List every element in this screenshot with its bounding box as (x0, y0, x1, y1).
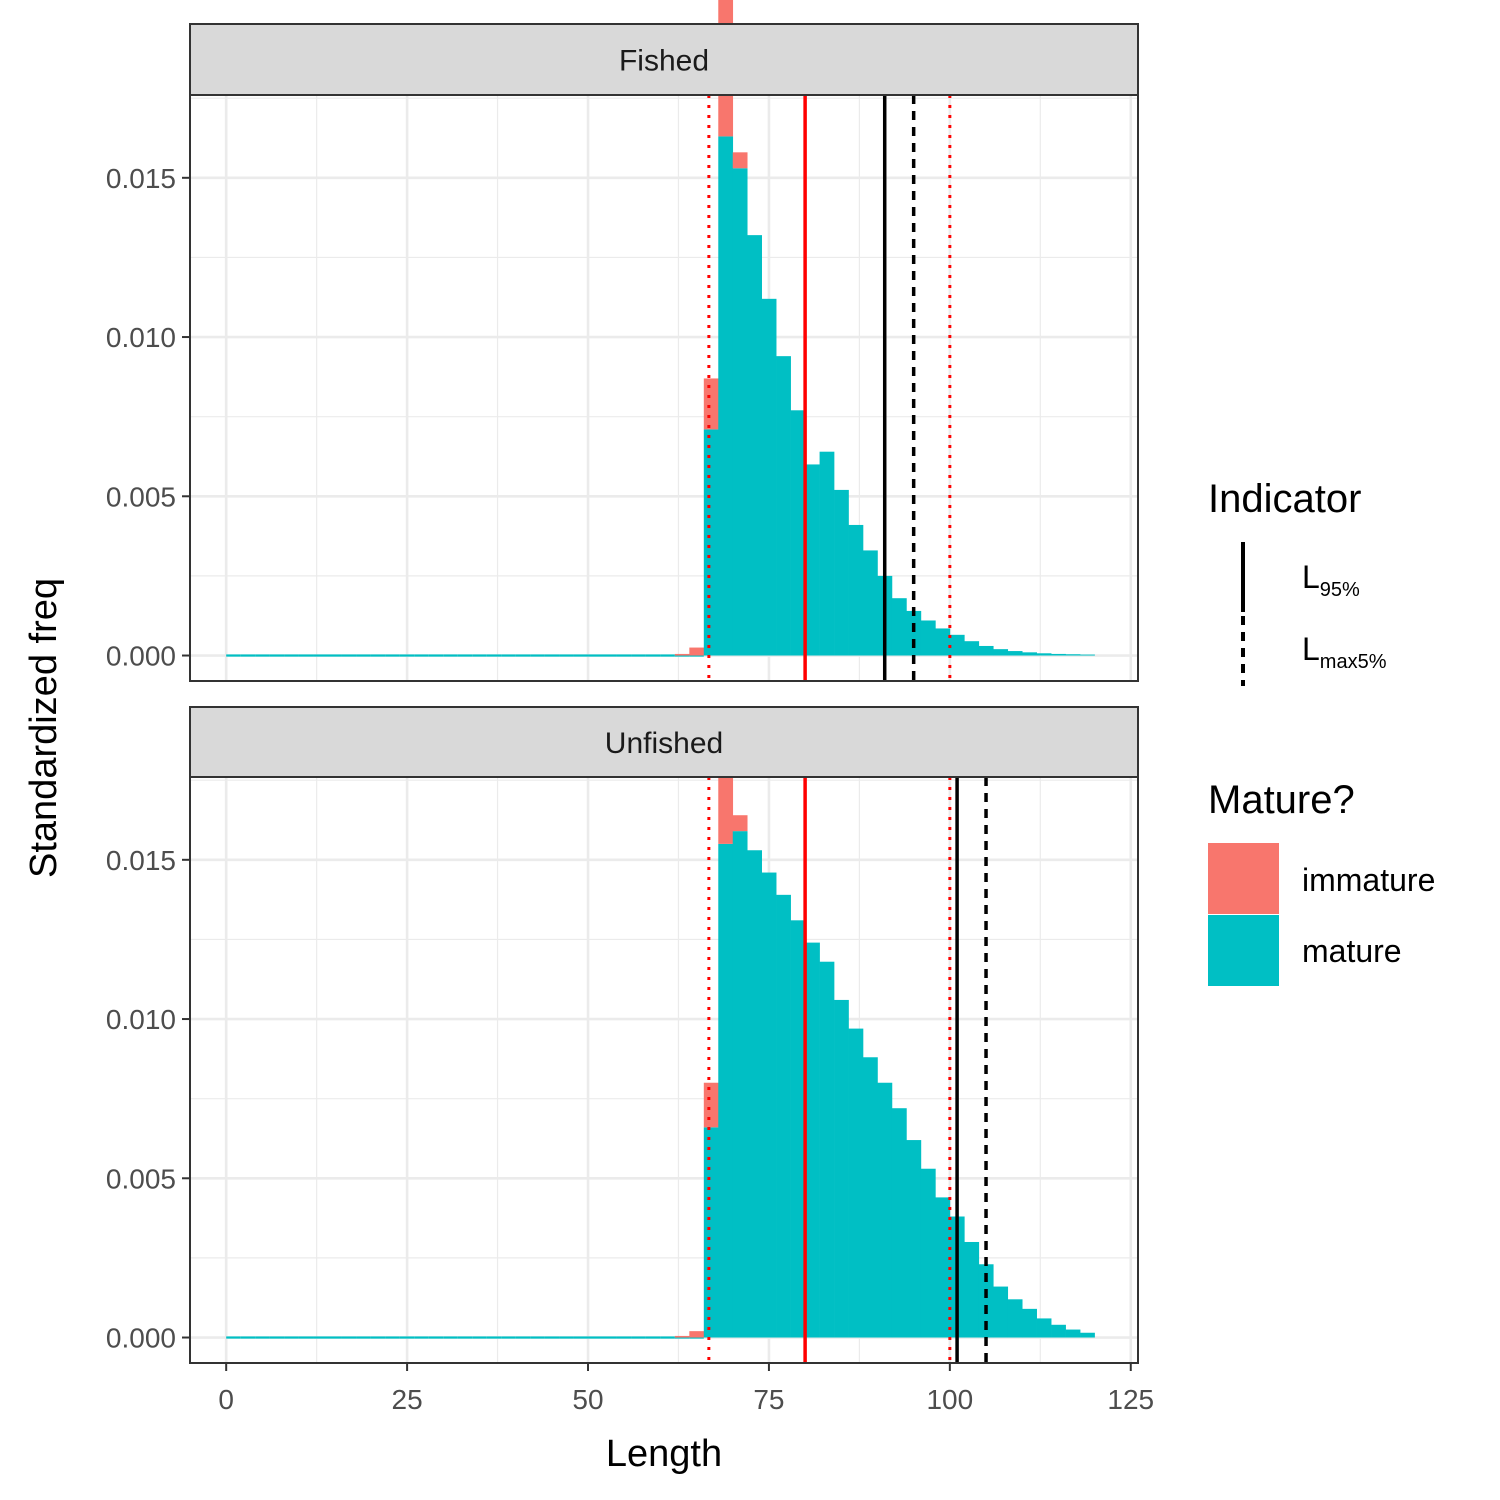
bar-mature (935, 1197, 951, 1338)
bar-mature (1022, 652, 1037, 656)
y-tick-label: 0.010 (106, 322, 176, 353)
bar-mature (1051, 1324, 1066, 1338)
legend-fill: Mature? immature mature (1208, 778, 1435, 986)
bar-mature (1080, 1332, 1095, 1338)
y-tick-label: 0.000 (106, 641, 176, 672)
bar-mature (993, 649, 1009, 656)
bar-immature (689, 647, 705, 656)
legend-lmax5-label: Lmax5% (1302, 631, 1387, 673)
bar-mature (863, 550, 878, 656)
panel-fished: Fished 0.000 0.005 0.010 0.015 (106, 0, 1139, 682)
bar-mature (920, 620, 936, 656)
panel-background (190, 95, 1138, 681)
bar-mature (718, 136, 734, 656)
bar-mature (978, 645, 994, 656)
bar-mature (949, 634, 965, 656)
bar-immature (732, 815, 748, 832)
x-tick-label: 125 (1107, 1384, 1154, 1415)
bar-mature (906, 1140, 922, 1338)
bar-mature (805, 942, 820, 1338)
y-axis-title: Standardized freq (23, 578, 65, 878)
bar-mature (761, 298, 777, 656)
bar-mature (891, 1108, 907, 1338)
panel-unfished: Unfished 0.000 0.005 0.010 0.015 (106, 706, 1139, 1364)
bar-immature (732, 152, 748, 169)
facet-strip-fished (189, 23, 1139, 96)
panel-background (190, 777, 1138, 1363)
bar-mature (1065, 1329, 1081, 1338)
bar-mature (964, 1241, 980, 1338)
bar-mature (1022, 1308, 1037, 1338)
x-tick-label: 50 (572, 1384, 603, 1415)
x-tick-label: 0 (218, 1384, 234, 1415)
bar-mature (978, 1264, 994, 1338)
x-tick-label: 75 (753, 1384, 784, 1415)
facet-strip-unfished (189, 706, 1139, 778)
bar-immature (689, 1331, 705, 1338)
y-tick-label: 0.015 (106, 845, 176, 876)
bar-mature (1036, 653, 1052, 656)
bar-mature (819, 961, 835, 1338)
bar-mature (1007, 651, 1023, 656)
bar-mature (1007, 1299, 1023, 1338)
y-tick-label: 0.010 (106, 1004, 176, 1035)
x-axis: 0 25 50 75 100 125 (218, 1363, 1154, 1415)
bars-unfished (226, 716, 1095, 1339)
bar-mature (1036, 1318, 1052, 1338)
bar-mature (776, 356, 791, 656)
bar-mature (920, 1168, 936, 1338)
bar-mature (848, 1028, 864, 1338)
bar-mature (703, 1127, 719, 1338)
bar-mature (1080, 654, 1095, 656)
x-tick-label: 100 (926, 1384, 973, 1415)
bar-mature (790, 920, 806, 1338)
bar-mature (877, 1082, 893, 1338)
bar-mature (790, 410, 806, 656)
bar-mature (703, 429, 719, 656)
facet-label-unfished: Unfished (605, 727, 723, 760)
bar-mature (732, 831, 748, 1338)
y-tick-label: 0.015 (106, 163, 176, 194)
bar-mature (1051, 653, 1066, 656)
legend-immature-label: immature (1302, 862, 1435, 898)
bar-mature (805, 464, 820, 656)
facet-label-fished: Fished (619, 45, 709, 78)
bar-mature (891, 598, 907, 656)
bar-mature (848, 524, 864, 656)
y-tick-label: 0.005 (106, 1163, 176, 1194)
bar-mature (819, 451, 835, 656)
bar-mature (906, 610, 922, 656)
bar-mature (993, 1286, 1009, 1338)
bar-mature (863, 1057, 878, 1338)
bar-mature (935, 628, 951, 656)
x-tick-label: 25 (392, 1384, 423, 1415)
y-tick-label: 0.005 (106, 481, 176, 512)
bar-mature (747, 235, 762, 656)
legend-indicator-title: Indicator (1208, 477, 1361, 521)
y-tick-label: 0.000 (106, 1323, 176, 1354)
legend-mature-label: mature (1302, 933, 1402, 969)
x-axis-title: Length (606, 1433, 722, 1475)
bar-immature (703, 378, 719, 430)
legend-indicator: Indicator L95% Lmax5% (1208, 477, 1387, 686)
bar-mature (747, 850, 762, 1338)
bar-mature (834, 489, 849, 656)
bar-mature (718, 843, 734, 1338)
legend-l95-label: L95% (1302, 559, 1360, 601)
bar-mature (1065, 654, 1081, 656)
legend-fill-title: Mature? (1208, 778, 1355, 822)
bar-mature (761, 872, 777, 1338)
bar-immature (703, 1082, 719, 1128)
bars-fished (226, 0, 1095, 657)
bar-immature (674, 1335, 690, 1338)
bar-immature (674, 653, 690, 656)
bar-mature (834, 999, 849, 1338)
bar-mature (964, 641, 980, 656)
bar-mature (776, 894, 791, 1338)
plot-panels: Fished 0.000 0.005 0.010 0.015 Unfished 0.000 0… (106, 0, 1139, 1364)
bar-mature (732, 168, 748, 656)
legend-immature-swatch (1208, 843, 1279, 914)
legend-mature-swatch (1208, 915, 1279, 986)
